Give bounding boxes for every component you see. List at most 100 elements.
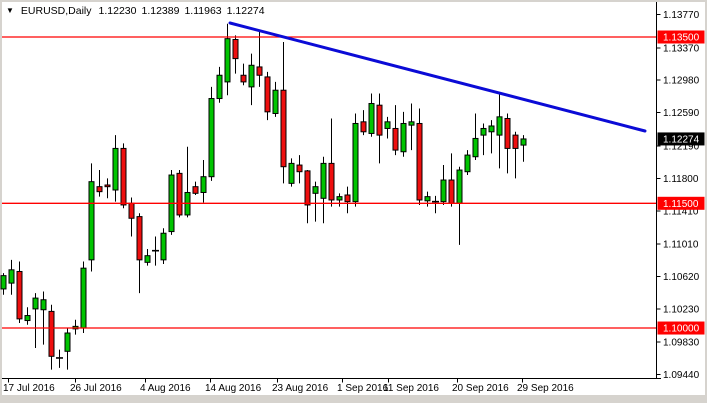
bear-candle [416,122,423,201]
quote-high: 1.12389 [141,4,180,17]
bear-candle [192,186,199,194]
bear-candle [392,127,399,151]
symbol-period-label: EURUSD,Daily [20,4,92,17]
price-tick-label: 1.09830 [663,338,700,349]
hline-price-label [657,30,705,44]
hline-price-label-text: 1.13500 [663,33,700,44]
price-tick-label: 1.12190 [663,141,700,152]
bull-candle [408,121,415,126]
bear-candle [296,164,303,173]
bull-candle [248,64,255,88]
bear-candle [328,162,335,201]
bull-candle [384,121,391,129]
bull-candle [480,127,487,136]
quote-open: 1.12230 [98,4,137,17]
bull-candle [336,196,343,201]
bull-candle [216,74,223,100]
price-tick-label: 1.11410 [663,206,699,217]
bear-candle [360,121,367,133]
bull-candle [352,122,359,203]
date-label: 29 Sep 2016 [517,383,574,394]
bear-candle [304,170,311,206]
bull-candle [464,154,471,173]
date-label: 23 Aug 2016 [272,383,329,394]
current-price-label-text: 1.12274 [663,134,700,145]
bear-candle [120,147,127,206]
bear-candle [176,172,183,216]
bear-candle [376,104,383,136]
bull-candle [80,267,87,329]
hline-price-label-text: 1.10000 [663,324,700,335]
bear-candle [104,184,111,188]
hline-price-label [657,321,705,335]
price-tick-label: 1.13370 [663,43,700,54]
bull-candle [32,297,39,310]
bull-candle [496,116,503,136]
bear-candle [16,270,23,320]
bull-candle [288,162,295,184]
price-tick-label: 1.09440 [663,370,700,381]
bull-candle [24,315,31,322]
trendline[interactable] [228,21,647,133]
date-label: 11 Sep 2016 [383,383,439,394]
date-label: 20 Sep 2016 [452,383,509,394]
bear-candle [448,179,455,204]
date-label: 17 Jul 2016 [3,383,55,394]
bear-candle [280,89,287,168]
quote-close: 1.12274 [226,4,265,17]
bull-candle [320,162,327,199]
bull-candle [488,125,495,133]
bull-candle [456,169,463,204]
bull-candle [520,138,527,146]
bear-candle [344,194,351,203]
bear-candle [256,66,263,76]
price-tick-label: 1.10230 [663,304,700,315]
bull-candle [88,181,95,261]
bear-candle [96,186,103,193]
chevron-down-icon[interactable]: ▼ [6,5,14,15]
price-tick-label: 1.10620 [663,272,700,283]
bear-candle [264,76,271,113]
price-tick-label: 1.11800 [663,174,699,185]
bull-candle [224,38,231,83]
bull-candle [200,176,207,193]
quote-low: 1.11963 [184,4,222,17]
bear-candle [240,74,247,83]
date-label: 1 Sep 2016 [337,383,389,394]
bear-candle [48,310,55,357]
bear-candle [512,134,519,149]
bull-candle [8,269,15,284]
current-price-label [657,132,705,146]
date-label: 14 Aug 2016 [205,383,262,394]
bull-candle [472,137,479,158]
bull-candle [160,232,167,261]
price-tick-label: 1.12590 [663,108,700,119]
date-label: 26 Jul 2016 [70,383,122,394]
bull-candle [112,147,119,191]
bear-candle [232,38,239,60]
ohlc-quote: 1.12230 1.12389 1.11963 1.12274 [99,5,265,17]
price-tick-label: 1.13770 [663,10,700,21]
bull-candle [40,299,47,311]
bull-candle [208,98,215,178]
bull-candle [312,186,319,194]
bull-candle [400,122,407,153]
bear-candle [128,202,135,219]
price-tick-label: 1.12980 [663,76,700,87]
bull-candle [0,275,7,290]
bull-candle [440,179,447,203]
hline-price-label [657,196,705,210]
chart-title-bar: ▼ EURUSD,Daily 1.12230 1.12389 1.11963 1… [6,4,265,17]
price-tick-label: 1.11010 [663,240,699,251]
hline-price-label-text: 1.11500 [663,199,699,210]
bull-candle [272,89,279,114]
bull-candle [144,255,151,263]
bear-candle [136,216,143,261]
bull-candle [424,196,431,202]
bull-candle [64,332,71,352]
bull-candle [368,103,375,134]
bear-candle [504,117,511,149]
date-label: 4 Aug 2016 [140,383,191,394]
